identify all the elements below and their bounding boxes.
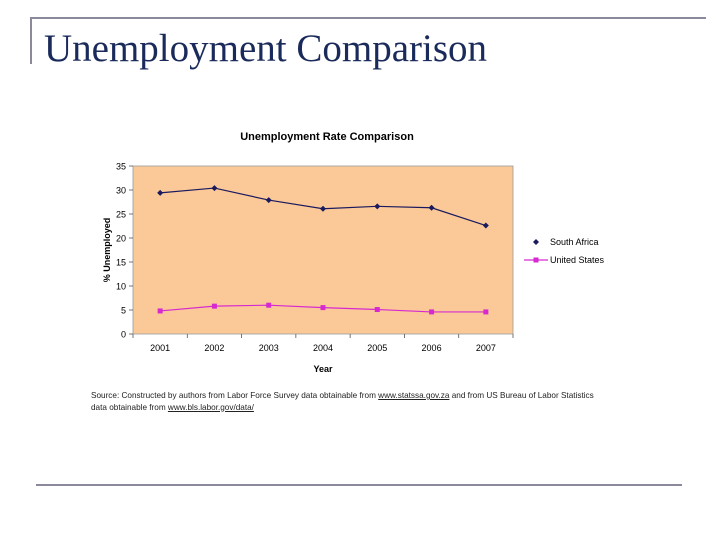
data-point-diamond [482, 222, 489, 229]
data-point-diamond [320, 205, 326, 212]
data-point-square [483, 309, 489, 315]
y-tick-label: 30 [116, 186, 126, 196]
x-tick-label: 2004 [313, 343, 333, 353]
x-tick-label: 2005 [367, 343, 387, 353]
data-point-diamond [211, 185, 218, 192]
y-tick-label: 25 [116, 210, 126, 220]
x-tick-label: 2007 [476, 343, 496, 353]
bls-link[interactable]: www.bls.labor.gov/data/ [167, 402, 254, 412]
source-note: Source: Constructed by authors from Labo… [91, 390, 611, 413]
legend-marker-square [533, 257, 539, 263]
x-tick-label: 2003 [259, 343, 279, 353]
statssa-link[interactable]: www.statssa.gov.za [378, 391, 450, 400]
y-tick-label: 20 [116, 234, 126, 244]
frame-bottom-line [36, 484, 682, 486]
x-axis-label: Year [313, 364, 333, 374]
legend-marker-diamond [533, 239, 539, 245]
data-point-diamond [428, 204, 435, 211]
data-point-square [266, 302, 272, 308]
source-middle-text: and from US Bureau of Labor Statistics d… [91, 391, 594, 412]
source-text: Source: Constructed by authors from Labo… [91, 391, 379, 400]
y-tick-label: 10 [116, 282, 126, 292]
y-axis-label: % Unemployed [102, 218, 112, 283]
data-point-square [211, 303, 217, 309]
x-tick-label: 2006 [422, 343, 442, 353]
data-point-diamond [265, 197, 272, 204]
data-point-square [429, 309, 435, 315]
legend-label: South Africa [550, 237, 599, 247]
legend-label: United States [550, 255, 605, 265]
x-tick-label: 2001 [150, 343, 170, 353]
chart-title: Unemployment Rate Comparison [240, 131, 414, 143]
data-point-diamond [157, 189, 164, 196]
y-tick-label: 35 [116, 162, 126, 172]
y-tick-label: 15 [116, 258, 126, 268]
frame-left-line [30, 17, 32, 64]
y-tick-label: 0 [121, 330, 126, 340]
x-tick-label: 2002 [204, 343, 224, 353]
y-tick-label: 5 [121, 306, 126, 316]
data-point-square [320, 305, 326, 311]
data-point-square [157, 308, 163, 314]
data-point-square [374, 307, 380, 313]
data-point-diamond [374, 203, 381, 210]
frame-top-line [30, 17, 706, 19]
slide-title: Unemployment Comparison [44, 27, 488, 70]
